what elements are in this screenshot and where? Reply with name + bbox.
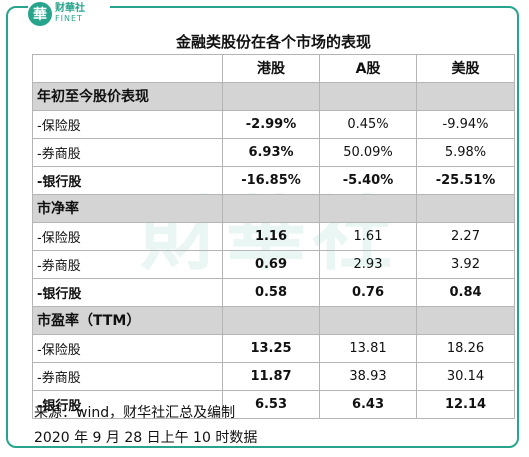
cell-us: 2.27 — [415, 221, 516, 251]
row-label: -券商股 — [32, 361, 223, 391]
cell-hk: 6.53 — [222, 389, 320, 419]
cell-hk: 0.69 — [222, 249, 320, 279]
logo-en-text: FINET — [55, 14, 83, 23]
row-label: -券商股 — [32, 249, 223, 279]
table-row: -银行股 0.58 0.76 0.84 — [32, 277, 516, 307]
table-row: -银行股 6.53 6.43 12.14 — [32, 389, 516, 419]
section-label: 年初至今股价表现 — [32, 81, 223, 111]
row-label: -保险股 — [32, 221, 223, 251]
cell-hk: 1.16 — [222, 221, 320, 251]
cell-a: 6.43 — [319, 389, 417, 419]
section-label: 市净率 — [32, 193, 223, 223]
finet-logo-icon: 華 — [28, 2, 52, 26]
section-row: 市盈率（TTM） — [32, 305, 516, 335]
header-empty — [32, 53, 223, 83]
cell-us: 0.84 — [415, 277, 516, 307]
finet-logo: 華 财華社 FINET — [28, 0, 110, 28]
table-row: -银行股 -16.85% -5.40% -25.51% — [32, 165, 516, 195]
row-label: -保险股 — [32, 333, 223, 363]
cell-a: 0.76 — [319, 277, 417, 307]
market-performance-table: 金融类股份在各个市场的表现 港股 A股 美股 年初至今股价表现 -保险股 -2.… — [32, 30, 516, 419]
header-a: A股 — [319, 53, 417, 83]
section-row: 年初至今股价表现 — [32, 81, 516, 111]
cell-hk: -16.85% — [222, 165, 320, 195]
table-title: 金融类股份在各个市场的表现 — [176, 33, 372, 52]
cell-us: -25.51% — [415, 165, 516, 195]
table-row: -券商股 11.87 38.93 30.14 — [32, 361, 516, 391]
cell-a: 50.09% — [319, 137, 417, 167]
table-row: -保险股 13.25 13.81 18.26 — [32, 333, 516, 363]
section-label: 市盈率（TTM） — [32, 305, 223, 335]
cell-us: 18.26 — [415, 333, 516, 363]
date-note: 2020 年 9 月 28 日上午 10 时数据 — [34, 430, 258, 446]
cell-hk: 13.25 — [222, 333, 320, 363]
section-row: 市净率 — [32, 193, 516, 223]
cell-us: 5.98% — [415, 137, 516, 167]
cell-hk: 0.58 — [222, 277, 320, 307]
cell-a: -5.40% — [319, 165, 417, 195]
table-row: -保险股 1.16 1.61 2.27 — [32, 221, 516, 251]
table-row: -保险股 -2.99% 0.45% -9.94% — [32, 109, 516, 139]
cell-a: 13.81 — [319, 333, 417, 363]
row-label: -券商股 — [32, 137, 223, 167]
row-label: -银行股 — [32, 277, 223, 307]
header-row: 港股 A股 美股 — [32, 53, 516, 83]
header-hk: 港股 — [222, 53, 320, 83]
row-label: -银行股 — [32, 165, 223, 195]
cell-us: -9.94% — [415, 109, 516, 139]
logo-cn-text: 财華社 — [55, 3, 85, 14]
row-label: -银行股 — [32, 389, 223, 419]
source-note: 来源：wind，财华社汇总及编制 — [34, 405, 236, 421]
cell-us: 12.14 — [415, 389, 516, 419]
cell-a: 0.45% — [319, 109, 417, 139]
cell-us: 3.92 — [415, 249, 516, 279]
cell-hk: -2.99% — [222, 109, 320, 139]
header-us: 美股 — [415, 53, 516, 83]
table-row: -券商股 6.93% 50.09% 5.98% — [32, 137, 516, 167]
row-label: -保险股 — [32, 109, 223, 139]
cell-a: 2.93 — [319, 249, 417, 279]
cell-a: 1.61 — [319, 221, 417, 251]
table-row: -券商股 0.69 2.93 3.92 — [32, 249, 516, 279]
cell-hk: 11.87 — [222, 361, 320, 391]
cell-hk: 6.93% — [222, 137, 320, 167]
cell-us: 30.14 — [415, 361, 516, 391]
cell-a: 38.93 — [319, 361, 417, 391]
